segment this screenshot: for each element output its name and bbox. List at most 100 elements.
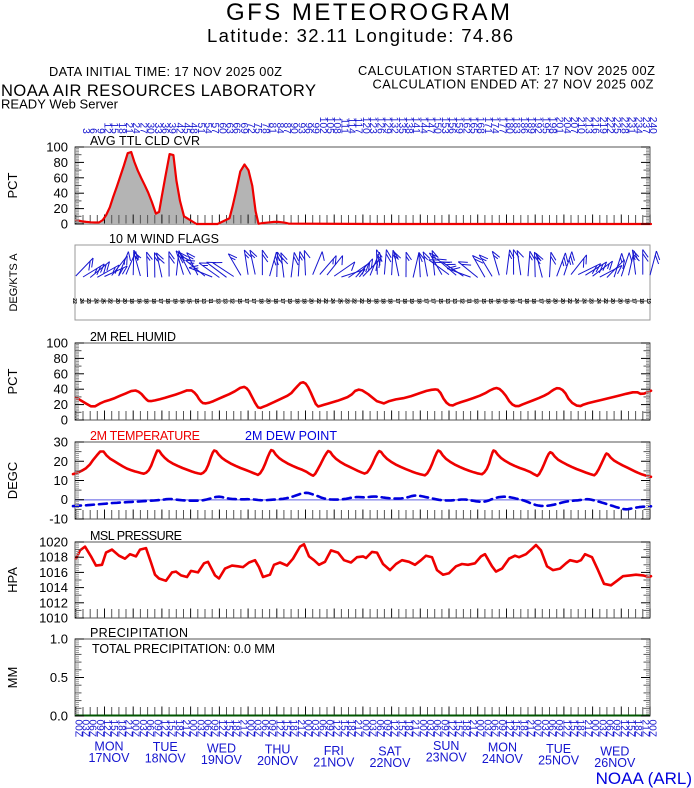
svg-text:09Z: 09Z xyxy=(496,720,507,738)
svg-text:102: 102 xyxy=(317,117,328,134)
svg-text:18: 18 xyxy=(530,298,536,304)
svg-text:135: 135 xyxy=(396,117,407,134)
svg-text:117: 117 xyxy=(353,118,364,135)
svg-text:93: 93 xyxy=(295,122,306,134)
svg-text:15Z: 15Z xyxy=(338,720,349,738)
svg-text:26NOV: 26NOV xyxy=(594,756,636,770)
svg-text:09Z: 09Z xyxy=(151,720,162,738)
svg-text:186: 186 xyxy=(518,117,529,134)
svg-text:23: 23 xyxy=(588,298,594,304)
svg-text:06Z: 06Z xyxy=(144,720,155,738)
svg-text:210: 210 xyxy=(575,117,586,134)
svg-text:18: 18 xyxy=(164,298,170,304)
svg-text:18Z: 18Z xyxy=(115,720,126,738)
svg-text:147: 147 xyxy=(425,117,436,134)
svg-text:12Z: 12Z xyxy=(273,720,284,738)
svg-text:24: 24 xyxy=(78,298,84,304)
svg-text:00Z: 00Z xyxy=(187,720,198,738)
svg-text:201: 201 xyxy=(554,117,565,134)
svg-text:06Z: 06Z xyxy=(546,720,557,738)
svg-text:18NOV: 18NOV xyxy=(145,752,187,766)
svg-text:12Z: 12Z xyxy=(101,720,112,738)
svg-text:15Z: 15Z xyxy=(625,720,636,738)
svg-text:15Z: 15Z xyxy=(280,720,291,738)
svg-text:231: 231 xyxy=(626,117,637,134)
svg-text:19NOV: 19NOV xyxy=(201,753,243,767)
svg-text:20: 20 xyxy=(54,397,68,412)
svg-text:20: 20 xyxy=(609,298,615,304)
svg-text:WED: WED xyxy=(207,742,236,756)
svg-text:21Z: 21Z xyxy=(582,720,593,738)
svg-text:HPA: HPA xyxy=(5,567,20,593)
svg-text:78: 78 xyxy=(259,122,270,134)
svg-text:PCT: PCT xyxy=(5,172,20,198)
svg-text:15Z: 15Z xyxy=(223,720,234,738)
svg-text:15: 15 xyxy=(193,298,199,304)
svg-text:12Z: 12Z xyxy=(216,720,227,738)
svg-text:100: 100 xyxy=(46,140,68,155)
svg-text:00Z: 00Z xyxy=(359,720,370,738)
svg-text:18Z: 18Z xyxy=(230,720,241,738)
svg-text:48: 48 xyxy=(188,122,199,134)
svg-text:12Z: 12Z xyxy=(560,720,571,738)
svg-text:17: 17 xyxy=(516,298,522,304)
svg-text:READY Web Server: READY Web Server xyxy=(1,97,119,112)
svg-text:9: 9 xyxy=(94,128,105,134)
svg-text:126: 126 xyxy=(374,117,385,134)
svg-text:17: 17 xyxy=(279,298,285,304)
svg-text:06Z: 06Z xyxy=(489,720,500,738)
svg-text:81: 81 xyxy=(267,122,278,134)
svg-text:33: 33 xyxy=(152,122,163,134)
svg-text:36: 36 xyxy=(159,122,170,134)
svg-text:12: 12 xyxy=(102,122,113,134)
svg-text:2M REL HUMID: 2M REL HUMID xyxy=(90,330,176,344)
svg-text:72: 72 xyxy=(245,122,256,134)
svg-text:06Z: 06Z xyxy=(603,720,614,738)
svg-text:3: 3 xyxy=(80,128,91,134)
svg-text:87: 87 xyxy=(281,122,292,134)
svg-text:09Z: 09Z xyxy=(209,720,220,738)
svg-text:17NOV: 17NOV xyxy=(89,751,131,765)
svg-text:06Z: 06Z xyxy=(87,720,98,738)
svg-text:03Z: 03Z xyxy=(309,720,320,738)
svg-text:19: 19 xyxy=(502,298,508,304)
svg-text:09Z: 09Z xyxy=(438,720,449,738)
svg-text:0.5: 0.5 xyxy=(50,670,68,685)
svg-text:96: 96 xyxy=(303,122,314,134)
svg-text:18: 18 xyxy=(116,122,127,134)
svg-text:20: 20 xyxy=(265,298,271,304)
svg-text:03Z: 03Z xyxy=(80,720,91,738)
svg-text:99: 99 xyxy=(310,122,321,134)
svg-text:114: 114 xyxy=(346,118,357,135)
svg-text:16: 16 xyxy=(179,298,185,304)
svg-text:CALCULATION STARTED AT: 17 NOV: CALCULATION STARTED AT: 17 NOV 2025 00Z xyxy=(358,63,655,78)
svg-text:MSL PRESSURE: MSL PRESSURE xyxy=(90,529,182,543)
svg-text:10: 10 xyxy=(54,473,68,488)
svg-text:06Z: 06Z xyxy=(316,720,327,738)
svg-text:DEGC: DEGC xyxy=(5,462,20,500)
svg-text:40: 40 xyxy=(54,186,68,201)
svg-text:12Z: 12Z xyxy=(618,720,629,738)
svg-text:00Z: 00Z xyxy=(647,720,658,738)
svg-text:12: 12 xyxy=(458,298,464,304)
svg-text:15Z: 15Z xyxy=(568,720,579,738)
svg-text:21NOV: 21NOV xyxy=(313,756,355,770)
svg-text:120: 120 xyxy=(360,117,371,134)
svg-text:141: 141 xyxy=(410,117,421,134)
svg-text:39: 39 xyxy=(166,122,177,134)
svg-text:13: 13 xyxy=(200,298,206,304)
svg-text:18Z: 18Z xyxy=(173,720,184,738)
svg-text:SUN: SUN xyxy=(433,739,459,753)
svg-text:84: 84 xyxy=(274,122,285,134)
svg-text:24: 24 xyxy=(329,298,335,304)
svg-text:22: 22 xyxy=(71,298,77,304)
svg-text:21Z: 21Z xyxy=(410,720,421,738)
svg-text:18Z: 18Z xyxy=(460,720,471,738)
svg-text:60: 60 xyxy=(216,122,227,134)
svg-text:1016: 1016 xyxy=(39,565,68,580)
svg-text:09Z: 09Z xyxy=(94,720,105,738)
svg-text:06Z: 06Z xyxy=(431,720,442,738)
svg-text:22: 22 xyxy=(107,298,113,304)
svg-text:22: 22 xyxy=(358,298,364,304)
svg-text:20: 20 xyxy=(54,201,68,216)
